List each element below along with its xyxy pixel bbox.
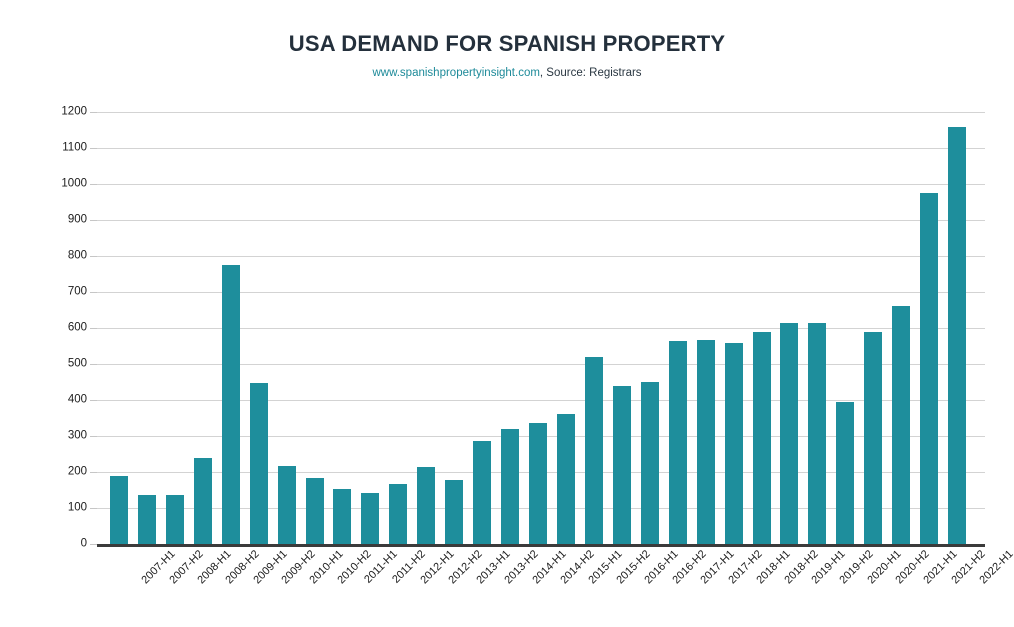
- bar[interactable]: [193, 457, 212, 544]
- y-tick-mark: [90, 220, 97, 221]
- y-tick-mark: [90, 112, 97, 113]
- gridline: [97, 148, 985, 149]
- y-tick-mark: [90, 400, 97, 401]
- gridline: [97, 292, 985, 293]
- y-tick-mark: [90, 328, 97, 329]
- bar[interactable]: [389, 484, 408, 544]
- bar[interactable]: [780, 322, 799, 544]
- chart-subtitle-source: , Source: Registrars: [539, 67, 642, 79]
- bar[interactable]: [752, 331, 771, 544]
- y-tick-label: 1100: [62, 141, 87, 154]
- x-axis-ticks: 2007-H1 2007-H2 2008-H1 2008-H2 2009-H1 2009-…: [0, 548, 1014, 627]
- bar[interactable]: [110, 475, 128, 544]
- y-tick-mark: [90, 184, 97, 185]
- bar[interactable]: [501, 428, 520, 544]
- bar[interactable]: [724, 343, 743, 544]
- y-tick-label: 600: [67, 321, 87, 334]
- gridline: [97, 256, 985, 257]
- bar[interactable]: [696, 339, 715, 544]
- y-tick-label: 200: [67, 465, 87, 478]
- chart-title: USA DEMAND FOR SPANISH PROPERTY: [288, 31, 726, 56]
- y-tick-label: 900: [67, 213, 87, 226]
- chart-subtitle-url: www.spanishpropertyinsight.com: [372, 67, 540, 79]
- gridline: [97, 112, 985, 113]
- bar[interactable]: [221, 265, 240, 544]
- chart-subtitle: www.spanishpropertyinsight.com, Source: …: [0, 67, 1014, 79]
- bar[interactable]: [836, 401, 855, 544]
- y-tick-mark: [90, 436, 97, 437]
- bar[interactable]: [668, 340, 687, 544]
- bar[interactable]: [808, 322, 827, 544]
- bar[interactable]: [640, 382, 659, 544]
- y-tick-label: 1000: [61, 177, 87, 190]
- bar[interactable]: [584, 356, 603, 544]
- gridline: [97, 364, 985, 365]
- gridline: [97, 400, 985, 401]
- bar[interactable]: [333, 489, 352, 544]
- gridline: [97, 328, 985, 329]
- bar[interactable]: [137, 495, 156, 544]
- y-tick-label: 800: [67, 249, 87, 262]
- bar[interactable]: [529, 423, 548, 544]
- bar[interactable]: [864, 331, 883, 544]
- y-tick-mark: [90, 508, 97, 509]
- y-tick-label: 1200: [61, 105, 87, 118]
- bar[interactable]: [165, 495, 184, 544]
- bar[interactable]: [556, 414, 575, 544]
- bar[interactable]: [948, 126, 967, 544]
- y-tick-mark: [90, 256, 97, 257]
- bar[interactable]: [920, 193, 939, 544]
- bar[interactable]: [892, 306, 911, 544]
- y-tick-label: 700: [67, 285, 87, 298]
- bar[interactable]: [305, 478, 324, 544]
- bar[interactable]: [417, 466, 436, 544]
- y-tick-label: 300: [67, 429, 87, 442]
- y-tick-mark: [90, 364, 97, 365]
- y-tick-label: 500: [67, 357, 87, 370]
- bar[interactable]: [445, 479, 464, 544]
- y-tick-label: 100: [67, 501, 87, 514]
- y-axis: Sales 0100200300400500600700800900100011…: [0, 106, 1014, 549]
- bar[interactable]: [612, 385, 631, 544]
- bar[interactable]: [249, 383, 268, 544]
- y-tick-mark: [90, 472, 97, 473]
- bar[interactable]: [277, 465, 296, 544]
- bar[interactable]: [473, 440, 492, 544]
- y-tick-label: 0: [80, 537, 87, 550]
- plot-area: [90, 112, 985, 545]
- y-tick-mark: [90, 292, 97, 293]
- gridline: [97, 220, 985, 221]
- y-tick-label: 400: [67, 393, 87, 406]
- y-tick-mark: [90, 544, 97, 545]
- gridline: [97, 184, 985, 185]
- bar[interactable]: [361, 492, 380, 544]
- x-axis-line: [97, 544, 985, 547]
- y-tick-mark: [90, 148, 97, 149]
